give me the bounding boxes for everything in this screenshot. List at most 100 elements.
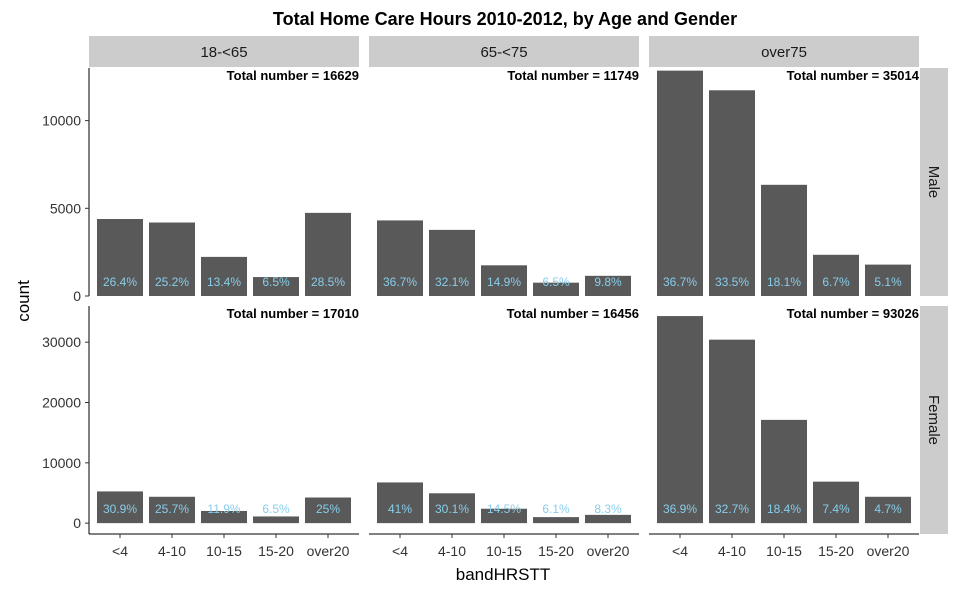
row-strip-0 <box>920 68 948 296</box>
bar-percent-label: 36.7% <box>663 275 697 289</box>
bar <box>377 220 423 296</box>
bar-percent-label: 25.7% <box>155 502 189 516</box>
bar-percent-label: 18.1% <box>767 275 801 289</box>
bar-percent-label: 36.9% <box>663 502 697 516</box>
bar <box>377 482 423 524</box>
bar <box>813 254 859 296</box>
x-tick-label: 4-10 <box>158 543 186 559</box>
x-tick-label: over20 <box>307 543 350 559</box>
bar-percent-label: 6.5% <box>262 502 290 516</box>
x-tick-label: 4-10 <box>438 543 466 559</box>
bar <box>761 184 807 296</box>
bar <box>865 264 911 296</box>
bar-percent-label: 13.4% <box>207 275 241 289</box>
bar <box>253 277 299 296</box>
bar-percent-label: 6.1% <box>542 502 570 516</box>
total-number-label: Total number = 16456 <box>507 306 639 321</box>
bar-percent-label: 14.5% <box>487 502 521 516</box>
bar-percent-label: 36.7% <box>383 275 417 289</box>
bar-percent-label: 7.4% <box>822 502 850 516</box>
bar-percent-label: 4.7% <box>874 502 902 516</box>
bar <box>761 419 807 524</box>
bar-percent-label: 33.5% <box>715 275 749 289</box>
bar <box>305 212 351 296</box>
x-tick-label: 15-20 <box>538 543 574 559</box>
bar <box>97 491 143 524</box>
bar <box>533 282 579 296</box>
total-number-label: Total number = 16629 <box>227 68 359 83</box>
x-tick-label: <4 <box>672 543 688 559</box>
x-tick-label: 15-20 <box>818 543 854 559</box>
bar-percent-label: 32.7% <box>715 502 749 516</box>
x-tick-label: <4 <box>112 543 128 559</box>
row-strip-label: Female <box>925 395 942 445</box>
bar-percent-label: 41% <box>388 502 412 516</box>
bar <box>481 508 527 524</box>
column-strip-label: 65-<75 <box>480 44 527 61</box>
bar <box>97 219 143 296</box>
total-number-label: Total number = 93026 <box>787 306 919 321</box>
y-axis-title: count <box>14 280 33 322</box>
bar <box>305 497 351 524</box>
y-tick-label: 30000 <box>42 334 81 350</box>
bar <box>253 516 299 524</box>
column-strip-2 <box>649 36 919 67</box>
y-tick-label: 0 <box>73 515 81 531</box>
x-tick-label: 15-20 <box>258 543 294 559</box>
total-number-label: Total number = 11749 <box>507 68 639 83</box>
column-strip-label: over75 <box>761 44 807 61</box>
bar <box>865 496 911 524</box>
bar-percent-label: 8.3% <box>594 502 622 516</box>
bar <box>481 265 527 296</box>
bar <box>585 275 631 296</box>
x-tick-label: 10-15 <box>206 543 242 559</box>
bar <box>813 481 859 524</box>
column-strip-label: 18-<65 <box>200 44 247 61</box>
y-tick-label: 10000 <box>42 455 81 471</box>
bar <box>585 514 631 524</box>
bar-percent-label: 30.1% <box>435 502 469 516</box>
total-number-label: Total number = 35014 <box>787 68 920 83</box>
bar <box>149 496 195 524</box>
bar <box>429 493 475 524</box>
bar-percent-label: 26.4% <box>103 275 137 289</box>
x-tick-label: over20 <box>587 543 630 559</box>
bar <box>657 316 703 524</box>
x-axis-title: bandHRSTT <box>456 565 550 584</box>
column-strip-1 <box>369 36 639 67</box>
bar-percent-label: 14.9% <box>487 275 521 289</box>
bar-percent-label: 6.5% <box>262 275 290 289</box>
x-tick-label: 10-15 <box>766 543 802 559</box>
bar-percent-label: 25.2% <box>155 275 189 289</box>
bar <box>709 339 755 524</box>
chart-title: Total Home Care Hours 2010-2012, by Age … <box>273 9 737 29</box>
bar-percent-label: 25% <box>316 502 340 516</box>
bar <box>149 222 195 296</box>
x-tick-label: over20 <box>867 543 910 559</box>
y-tick-label: 10000 <box>42 113 81 129</box>
bar-percent-label: 30.9% <box>103 502 137 516</box>
bar-percent-label: 11.9% <box>207 502 240 516</box>
bar <box>709 90 755 296</box>
bar <box>429 229 475 296</box>
x-tick-label: 4-10 <box>718 543 746 559</box>
y-tick-label: 5000 <box>50 200 81 216</box>
facet-grid: 18-<65 65-<75 over75 Male Female 0 5000 10000 26… <box>42 36 948 559</box>
bar-percent-label: 9.8% <box>594 275 622 289</box>
y-tick-label: 20000 <box>42 395 81 411</box>
y-tick-label: 0 <box>73 288 81 304</box>
bar <box>533 517 579 524</box>
column-strip-0 <box>89 36 359 67</box>
bar-percent-label: 5.1% <box>874 275 902 289</box>
bar-percent-label: 28.5% <box>311 275 345 289</box>
bar <box>201 510 247 524</box>
x-tick-label: <4 <box>392 543 408 559</box>
bar-percent-label: 32.1% <box>435 275 469 289</box>
bar <box>657 70 703 296</box>
row-strip-1 <box>920 306 948 534</box>
total-number-label: Total number = 17010 <box>227 306 359 321</box>
row-strip-label: Male <box>925 166 942 199</box>
bar-percent-label: 18.4% <box>767 502 801 516</box>
